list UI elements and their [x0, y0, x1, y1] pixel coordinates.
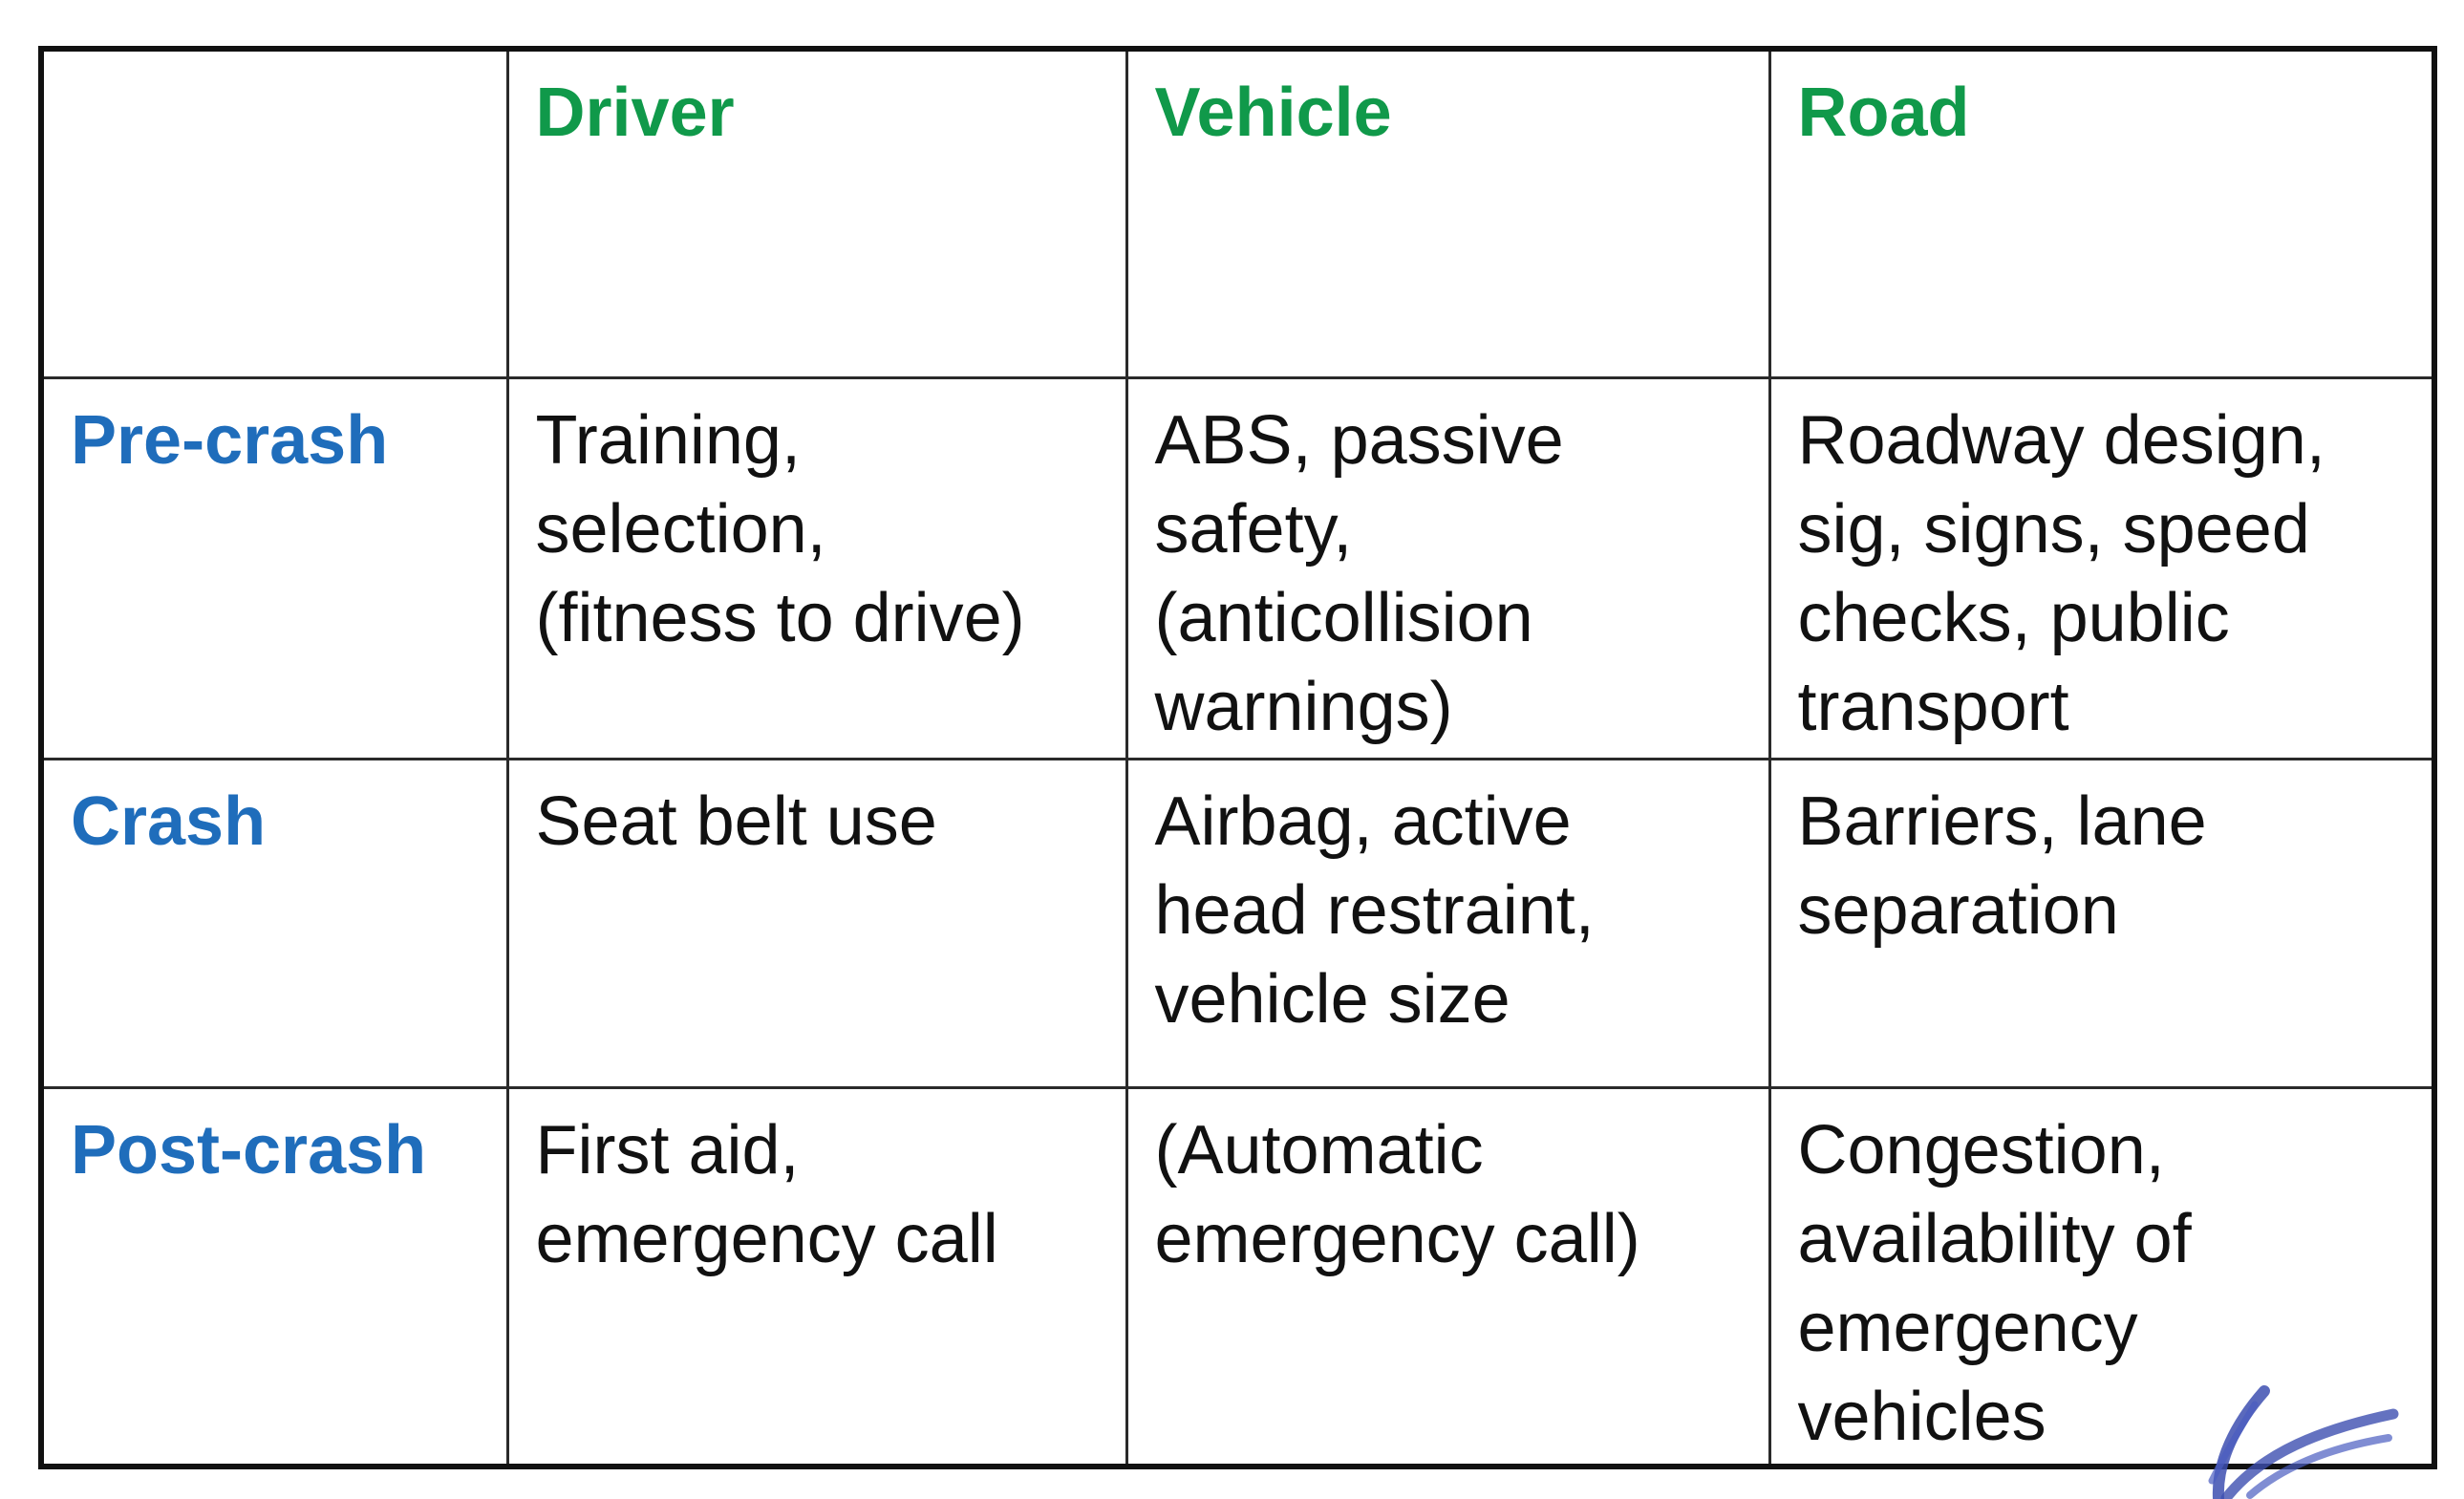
column-header-road: Road: [1768, 47, 2436, 379]
cell-crash-driver: Seat belt use: [505, 757, 1128, 1089]
cell-pre-crash-road: Roadway design, sig, signs, speed checks…: [1768, 375, 2436, 760]
row-header-crash: Crash: [39, 757, 509, 1089]
table-row-pre-crash: Pre-crash Training, selection, (fitness …: [39, 375, 2436, 760]
header-row: Driver Vehicle Road: [39, 47, 2436, 379]
cell-crash-road: Barriers, lane separation: [1768, 757, 2436, 1089]
pen-annotation-mark: [2208, 1385, 2399, 1499]
cell-post-crash-driver: First aid, emergency call: [505, 1085, 1128, 1468]
table-row-crash: Crash Seat belt use Airbag, active head …: [39, 757, 2436, 1089]
table-row-post-crash: Post-crash First aid, emergency call (Au…: [39, 1085, 2436, 1468]
corner-cell: [39, 47, 509, 379]
cell-pre-crash-vehicle: ABS, passive safety, (anticollision warn…: [1125, 375, 1771, 760]
column-header-driver: Driver: [505, 47, 1128, 379]
column-header-vehicle: Vehicle: [1125, 47, 1771, 379]
cell-crash-vehicle: Airbag, active head restraint, vehicle s…: [1125, 757, 1771, 1089]
row-header-post-crash: Post-crash: [39, 1085, 509, 1468]
haddon-matrix-table: Driver Vehicle Road Pre-crash Training, …: [38, 46, 2437, 1469]
cell-post-crash-road: Congestion, availability of emergency ve…: [1768, 1085, 2436, 1468]
cell-pre-crash-driver: Training, selection, (fitness to drive): [505, 375, 1128, 760]
cell-post-crash-vehicle: (Automatic emergency call): [1125, 1085, 1771, 1468]
row-header-pre-crash: Pre-crash: [39, 375, 509, 760]
